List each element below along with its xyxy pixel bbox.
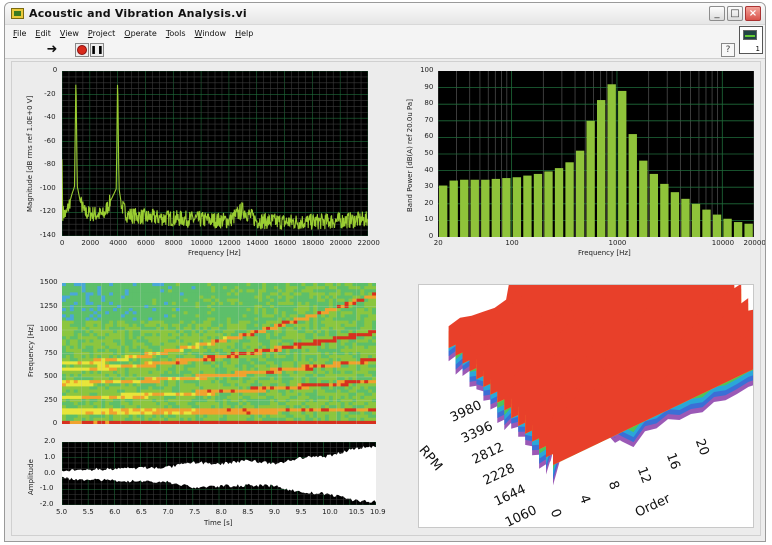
title-bar: Acoustic and Vibration Analysis.vi _ □ × — [5, 3, 765, 25]
octave-x-tick: 10000 — [711, 239, 735, 247]
octave-y-tick: 10 — [424, 215, 434, 224]
spectrum-y-tick: -20 — [44, 89, 56, 98]
spectrum-x-title: Frequency [Hz] — [188, 249, 241, 257]
spectrum-x-tick: 2000 — [81, 239, 100, 247]
spectrogram-y-tick: 1000 — [39, 325, 58, 333]
menu-edit[interactable]: Edit — [35, 28, 51, 38]
octave-y-tick: 0 — [428, 232, 434, 240]
octave-y-tick: 20 — [424, 198, 434, 207]
menu-bar: File Edit View Project Operate Tools Win… — [5, 25, 765, 41]
spectrum-x-tick: 0 — [59, 239, 65, 247]
spectrum-x-tick: 12000 — [218, 239, 241, 247]
vi-window: Acoustic and Vibration Analysis.vi _ □ ×… — [4, 2, 766, 542]
run-arrow-icon[interactable]: ➜ — [46, 41, 58, 57]
spectrum-x-tick: 20000 — [329, 239, 352, 247]
octave-plot[interactable] — [438, 71, 754, 237]
octave-y-tick: 50 — [424, 149, 434, 157]
menu-operate[interactable]: Operate — [124, 28, 157, 38]
waveform-x-tick: 5.0 — [56, 508, 68, 516]
octave-y-tick: 70 — [424, 115, 434, 124]
spectrum-y-tick: -120 — [39, 207, 56, 216]
order-waterfall-3d[interactable]: 1060 1644 2228 2812 3396 3980 RPM 0 4 8 12 16 20 Orde… — [416, 197, 765, 531]
spectrum-x-tick: 6000 — [137, 239, 155, 247]
menu-window[interactable]: Window — [194, 28, 227, 38]
toolbar: ➜ ❚❚ ? 1 — [5, 26, 765, 59]
waveform-x-tick: 8.0 — [215, 508, 227, 516]
waveform-x-tick: 10.0 — [322, 508, 338, 516]
waveform-x-tick: 6.0 — [109, 508, 121, 516]
waveform-plot[interactable] — [62, 442, 376, 505]
spectrogram-y-tick: 750 — [44, 348, 58, 357]
spectrum-y-title: Magnitude [dB rms ref 1.0E+0 V] — [26, 95, 34, 212]
menu-file[interactable]: File — [13, 28, 27, 38]
spectrogram-plot[interactable] — [62, 283, 376, 424]
spectrogram-y-tick: 0 — [52, 419, 58, 427]
spectrum-y-tick: 0 — [52, 66, 58, 74]
octave-x-tick: 20 — [433, 239, 443, 247]
waveform-y-title: Amplitude — [27, 459, 35, 495]
close-button[interactable]: × — [745, 6, 761, 21]
octave-y-tick: 40 — [424, 165, 434, 174]
octave-x-tick: 100 — [505, 239, 519, 247]
spectrum-x-tick: 14000 — [246, 239, 269, 247]
spectrogram-y-tick: 500 — [44, 372, 58, 380]
waveform-x-tick: 9.5 — [295, 508, 307, 516]
waveform-x-tick: 10.9 — [370, 508, 386, 516]
menu-tools[interactable]: Tools — [165, 28, 186, 38]
spectrum-y-tick: -40 — [44, 113, 56, 122]
waveform-x-tick: 7.0 — [162, 508, 174, 516]
spectrogram-y-title: Frequency [Hz] — [27, 324, 35, 377]
octave-x-tick: 20000 — [743, 239, 766, 247]
spectrogram-y-tick: 1500 — [39, 278, 58, 286]
waveform-x-tick: 9.0 — [268, 508, 281, 516]
waveform-y-tick: 2.0 — [44, 437, 56, 445]
pause-icon[interactable]: ❚❚ — [90, 42, 104, 57]
octave-y-tick: 60 — [424, 132, 434, 141]
octave-x-title: Frequency [Hz] — [578, 249, 631, 257]
spectrogram-y-tick: 250 — [44, 395, 58, 404]
spectrogram-y-tick: 1250 — [39, 301, 58, 310]
context-help-icon[interactable]: ? — [721, 43, 735, 57]
spectrum-plot[interactable] — [62, 71, 368, 236]
waveform-y-tick: 1.0 — [44, 452, 56, 461]
waveform-x-tick: 6.5 — [135, 508, 147, 516]
octave-y-tick: 80 — [424, 99, 434, 108]
octave-y-tick: 90 — [424, 82, 434, 91]
window-title: Acoustic and Vibration Analysis.vi — [29, 7, 247, 20]
spectrum-x-tick: 10000 — [190, 239, 213, 247]
vi-connector-icon[interactable]: 1 — [739, 26, 763, 54]
octave-y-title: Band Power [dB(A) ref 20.0u Pa] — [406, 99, 414, 212]
waveform-x-tick: 5.5 — [82, 508, 94, 516]
maximize-button[interactable]: □ — [727, 6, 743, 21]
abort-stop-icon[interactable] — [75, 42, 89, 57]
menu-view[interactable]: View — [59, 28, 79, 38]
waveform-x-tick: 10.5 — [348, 508, 365, 516]
octave-x-tick: 1000 — [608, 239, 627, 247]
spectrum-y-tick: -60 — [44, 136, 56, 145]
spectrum-x-tick: 18000 — [301, 239, 325, 247]
spectrum-y-tick: -80 — [44, 160, 56, 169]
spectrum-x-tick: 16000 — [274, 239, 297, 247]
labview-vi-icon — [11, 8, 24, 19]
minimize-button[interactable]: _ — [709, 6, 725, 21]
waveform-y-tick: -1.0 — [39, 484, 54, 493]
menu-help[interactable]: Help — [235, 28, 254, 38]
octave-y-tick: 100 — [420, 66, 434, 74]
spectrum-x-tick: 22000 — [357, 239, 380, 247]
waveform-y-tick: -2.0 — [39, 500, 54, 508]
waveform-x-tick: 8.5 — [242, 508, 254, 516]
front-panel: Magnitude [dB rms ref 1.0E+0 V] Frequenc… — [11, 61, 765, 536]
waveform-y-tick: 0.0 — [44, 468, 56, 477]
spectrum-y-tick: -100 — [39, 183, 56, 192]
octave-y-tick: 30 — [424, 182, 434, 191]
spectrum-y-tick: -140 — [39, 231, 56, 239]
spectrum-x-tick: 4000 — [109, 239, 128, 247]
waveform-x-title: Time [s] — [204, 519, 233, 527]
waveform-x-tick: 7.5 — [189, 508, 201, 516]
menu-project[interactable]: Project — [87, 28, 116, 38]
spectrum-x-tick: 8000 — [164, 239, 183, 247]
